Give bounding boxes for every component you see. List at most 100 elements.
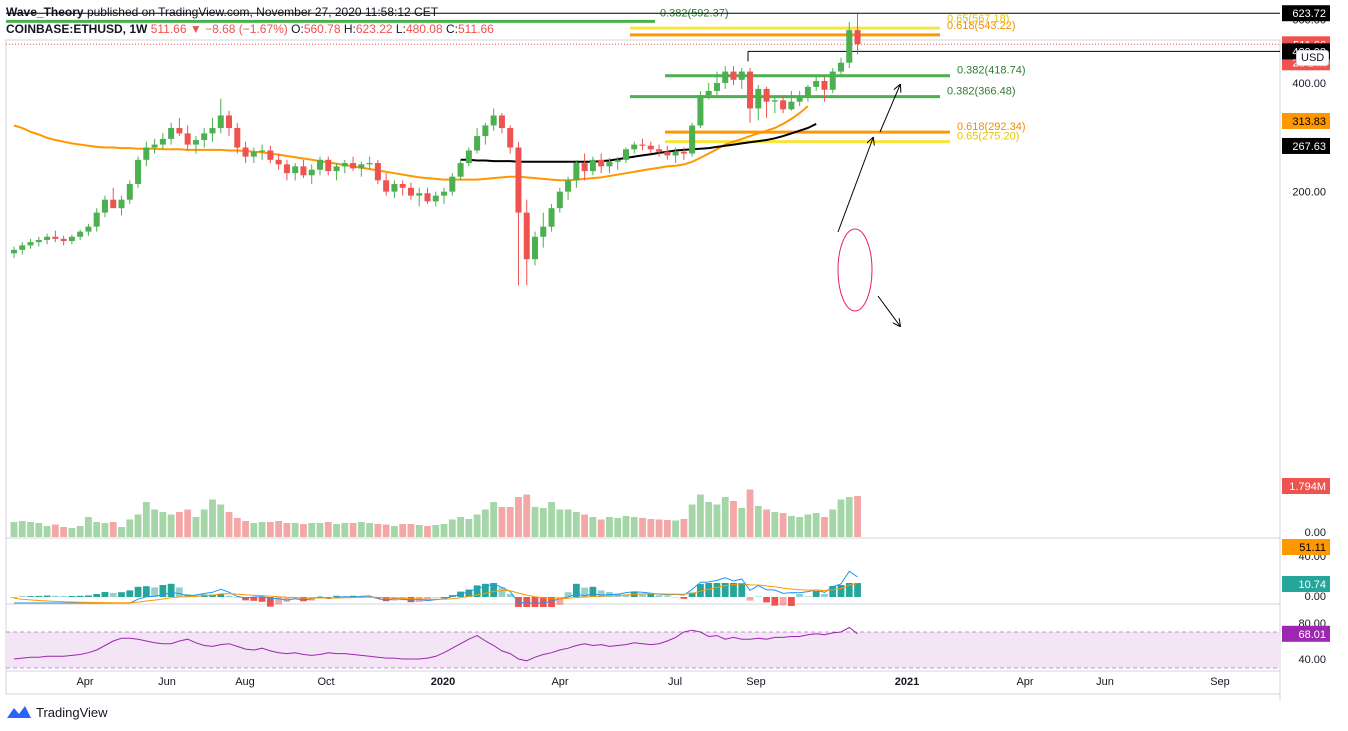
symbol-label[interactable]: COINBASE:ETHUSD, 1W [6,22,148,36]
volume-bar [101,523,109,537]
volume-bar [10,522,18,537]
volume-bar [490,502,498,537]
candle [242,147,249,157]
macd-histogram-bar [43,595,51,597]
candle [854,30,861,45]
volume-bar [663,520,671,537]
macd-histogram-bar [35,595,43,597]
volume-bar [688,504,696,537]
volume-bar [76,526,84,537]
candle [730,71,737,80]
price-badge [1282,137,1330,154]
ohlc-line: COINBASE:ETHUSD, 1W 511.66 ▼ −8.68 (−1.6… [6,21,1306,38]
candle [796,97,803,102]
macd-histogram-bar [76,595,84,597]
volume-bar [548,502,555,537]
volume-bar [473,514,481,537]
candle [598,159,605,167]
candle [639,144,646,146]
high-value: 623.22 [355,22,393,36]
tradingview-logo-icon [7,706,31,718]
volume-bar [209,499,216,537]
volume-bar [655,519,663,537]
x-tick-label: Jun [158,676,176,688]
volume-bar [68,528,76,537]
author[interactable]: Wave_Theory [6,5,84,19]
volume-bar [316,523,324,537]
price-badge-text: 267.63 [1292,141,1326,153]
macd-histogram-bar [763,597,770,603]
macd-histogram-bar [333,595,340,597]
candle [523,212,530,260]
macd-histogram-bar [440,597,448,599]
volume-bar [465,519,473,537]
candle [490,115,497,126]
volume-bar [151,509,158,537]
volume-bar [85,517,92,537]
candle [507,128,514,148]
macd-histogram-bar [730,583,737,597]
volume-bar [697,494,704,537]
candle [135,159,142,184]
candle [813,80,820,87]
candle [763,88,770,102]
volume-bar [134,514,142,537]
volume-bar [258,522,266,537]
macd-histogram-bar [473,585,481,597]
candle [151,144,158,148]
footer-brand[interactable]: TradingView [6,704,108,720]
candle [209,128,216,134]
candle [474,136,481,151]
candle [27,242,34,246]
candle [283,164,290,174]
macd-histogram-bar [85,595,92,597]
volume-bar [432,525,440,537]
macd-badge-text: 10.74 [1298,579,1326,591]
macd-histogram-bar [217,594,225,597]
ma-badge [1282,112,1330,129]
macd-histogram-bar [109,592,117,597]
volume-bar [564,509,572,537]
x-tick-label: Apr [1016,676,1033,688]
rsi-badge-text: 68.01 [1298,629,1326,641]
last-price: 511.66 [150,22,187,36]
volume-bar [556,509,564,537]
down-arrow-icon: ▼ [189,22,202,36]
volume-bar [630,517,638,537]
currency-button[interactable]: USD [1296,50,1330,66]
volume-bar [308,523,316,537]
macd-histogram-bar [589,586,597,597]
candle [217,115,224,129]
candle [780,100,787,110]
volume-bar [324,522,332,537]
volume-bar [787,516,795,537]
volume-bar [35,523,43,537]
moving-average-orange [13,105,809,182]
candle [416,193,423,196]
volume-bar [672,520,679,537]
x-tick-label: Sep [1210,676,1230,688]
candle [755,88,762,109]
open-value: 560.78 [303,22,341,36]
candle [540,226,547,237]
candle [532,236,539,260]
volume-bar [415,525,423,537]
candle [267,150,274,160]
fib-level-label: 0.382(366.48) [947,86,1016,98]
macd-histogram-bar [721,583,729,597]
macd-histogram-bar [300,597,307,602]
volume-bar [713,504,721,537]
x-tick-label: Apr [76,676,93,688]
macd-histogram-bar [523,597,531,607]
candle [664,151,671,156]
candle [788,101,795,110]
candle [168,128,175,139]
fib-level-label: 0.618(292.34) [957,121,1026,133]
macd-histogram-bar [688,592,696,597]
volume-bar [448,519,456,537]
macd-histogram-bar [101,591,109,597]
x-tick-label: Oct [317,676,334,688]
macd-histogram-bar [771,597,779,606]
rsi-band [6,632,1280,668]
